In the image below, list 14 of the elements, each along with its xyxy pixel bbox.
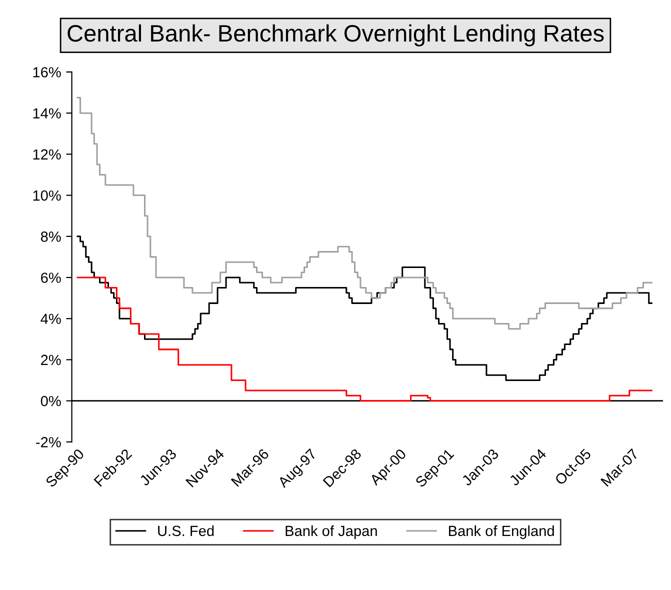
y-tick-label: 10% (33, 190, 61, 201)
y-tick-label: 16% (33, 67, 61, 78)
y-tick-label: 8% (40, 231, 61, 242)
y-tick-label: 2% (41, 354, 61, 366)
y-tick-label: 4% (40, 314, 61, 324)
legend-label: Bank of Japan (286, 525, 377, 539)
legend-label: Bank of England (448, 525, 554, 539)
y-tick-label: 6% (41, 272, 61, 283)
legend-label: U.S. Fed (158, 525, 214, 536)
chart-title: Central Bank- Benchmark Overnight Lending Rates (68, 24, 604, 46)
y-tick-label: 0% (40, 396, 61, 406)
y-tick-label: -2% (36, 437, 61, 448)
y-tick-label: 14% (33, 108, 61, 118)
y-tick-label: 12% (33, 149, 61, 160)
